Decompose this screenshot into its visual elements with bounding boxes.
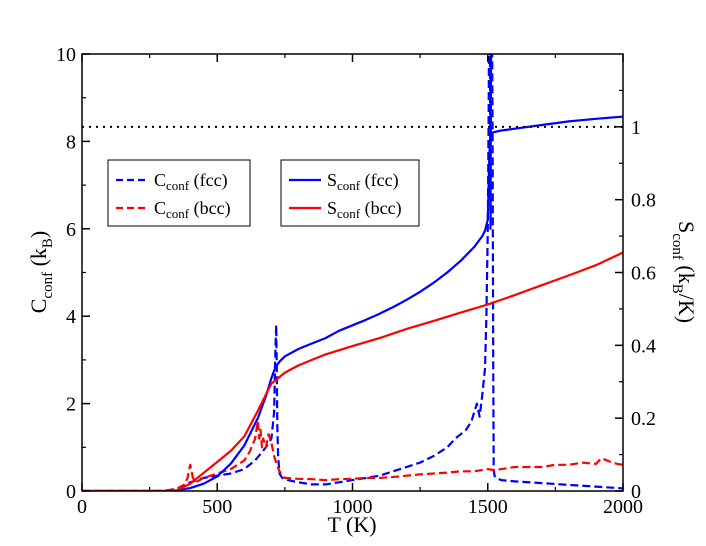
legend-s-bcc-label: Sconf (bcc) [327, 198, 402, 221]
x-tick-label: 500 [202, 496, 232, 518]
left-tick-label: 8 [66, 131, 76, 153]
right-tick-label: 0.2 [631, 408, 656, 430]
series-c-conf-fcc [82, 54, 623, 491]
left-axis-ticks: 0 2 4 6 8 10 [56, 44, 90, 503]
right-tick-label: 0.8 [631, 190, 656, 212]
x-tick-label: 1000 [333, 496, 373, 518]
right-axis-label: Sconf (kB/K) [669, 221, 699, 323]
legend-s-fcc-label: Sconf (fcc) [327, 170, 399, 193]
legend-s-box [280, 159, 420, 227]
x-tick-label: 1500 [468, 496, 508, 518]
left-tick-label: 4 [66, 306, 76, 328]
legend-s: Sconf (fcc) Sconf (bcc) [280, 159, 420, 227]
right-tick-label: 0.6 [631, 263, 656, 285]
left-tick-label: 6 [66, 219, 76, 241]
right-tick-label: 1 [631, 117, 641, 139]
left-tick-label: 2 [66, 394, 76, 416]
x-tick-label: 2000 [603, 496, 643, 518]
series-layer [82, 54, 623, 491]
legend-c-bcc-label: Cconf (bcc) [154, 198, 231, 221]
x-axis-ticks: 0 500 1000 1500 2000 [77, 54, 643, 518]
x-axis-label: T (K) [327, 512, 376, 537]
legend-c: Cconf (fcc) Cconf (bcc) [107, 159, 251, 227]
left-tick-label: 0 [66, 481, 76, 503]
plot-frame [81, 53, 624, 492]
right-tick-label: 0.4 [631, 335, 656, 357]
x-tick-label: 0 [77, 496, 87, 518]
legend-c-fcc-label: Cconf (fcc) [154, 170, 228, 193]
series-s-conf-fcc [82, 115, 623, 491]
right-axis-ticks: 0 0.2 0.4 0.6 0.8 1 [615, 89, 656, 503]
legend-c-box [107, 159, 251, 227]
series-s-conf-bcc [82, 251, 623, 491]
right-tick-label: 0 [631, 481, 641, 503]
series-c-conf-bcc [82, 420, 623, 491]
left-tick-label: 10 [56, 44, 76, 66]
left-axis-label: Cconf (kB) [26, 231, 56, 314]
